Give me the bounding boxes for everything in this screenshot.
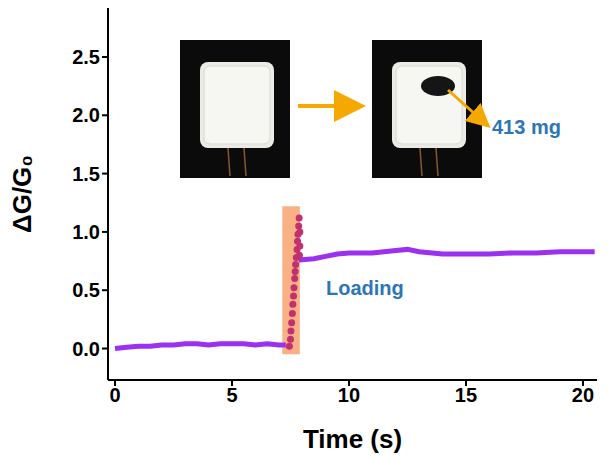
svg-text:10: 10 — [338, 384, 360, 406]
svg-text:15: 15 — [455, 384, 477, 406]
svg-text:5: 5 — [226, 384, 237, 406]
svg-text:1.5: 1.5 — [72, 163, 100, 185]
svg-text:1.0: 1.0 — [72, 221, 100, 243]
svg-text:ΔG/G₀: ΔG/G₀ — [7, 155, 37, 233]
svg-text:0.5: 0.5 — [72, 279, 100, 301]
svg-text:Time (s): Time (s) — [303, 424, 402, 454]
svg-text:0.0: 0.0 — [72, 338, 100, 360]
html-text:413 mg: 413 mg — [492, 116, 561, 138]
svg-text:2.0: 2.0 — [72, 104, 100, 126]
svg-text:0: 0 — [109, 384, 120, 406]
html-text:Loading: Loading — [326, 277, 404, 299]
svg-text:20: 20 — [572, 384, 594, 406]
svg-text:2.5: 2.5 — [72, 46, 100, 68]
